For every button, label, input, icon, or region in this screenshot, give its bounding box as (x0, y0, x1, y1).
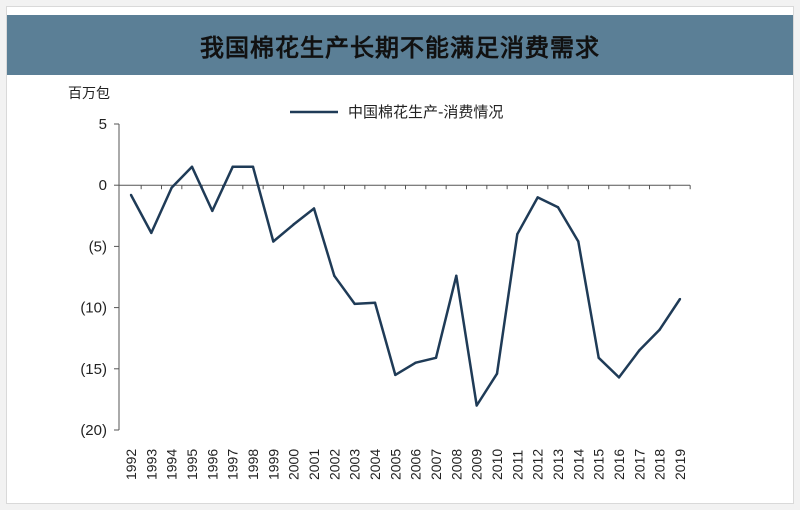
x-tick-label: 2008 (448, 449, 464, 480)
data-point (516, 232, 519, 236)
x-tick-label: 2017 (631, 449, 647, 480)
x-tick-label: 2005 (387, 449, 403, 480)
plot-area (129, 165, 682, 407)
x-tick-label: 2006 (408, 449, 424, 480)
data-point (455, 274, 458, 277)
x-tick-label: 2007 (428, 449, 444, 480)
data-point (333, 274, 336, 277)
data-point (617, 376, 621, 379)
x-tick-label: 1997 (225, 449, 241, 480)
data-point (312, 207, 316, 210)
y-tick-label: 5 (99, 116, 107, 133)
data-point (190, 165, 194, 169)
x-tick-label: 2010 (489, 449, 505, 480)
data-point (475, 404, 478, 407)
data-point (536, 196, 539, 199)
data-point (638, 349, 641, 352)
x-tick-label: 2002 (326, 449, 342, 480)
chart-title: 我国棉花生产长期不能满足消费需求 (200, 32, 600, 62)
data-point (414, 361, 417, 364)
x-tick-label: 2014 (570, 449, 586, 480)
x-tick-label: 2018 (652, 449, 668, 480)
title-bar: 我国棉花生产长期不能满足消费需求 (7, 15, 793, 75)
x-tick-label: 2001 (306, 449, 322, 480)
x-tick-label: 2004 (367, 449, 383, 480)
x-tick-label: 2012 (530, 449, 546, 480)
data-point (678, 297, 682, 301)
data-point (394, 373, 397, 377)
data-point (292, 223, 295, 226)
x-tick-label: 1994 (164, 449, 180, 480)
data-point (231, 165, 234, 169)
data-point (211, 209, 214, 213)
x-tick-label: 2003 (347, 449, 363, 480)
x-tick-label: 1999 (265, 449, 281, 480)
data-point (170, 186, 173, 189)
data-point (434, 356, 438, 359)
chart-frame: 我国棉花生产长期不能满足消费需求 (6, 6, 794, 504)
x-tick-label: 2000 (286, 449, 302, 480)
y-tick-label: (5) (89, 238, 107, 255)
data-point (597, 356, 600, 359)
legend: 中国棉花生产-消费情况 (290, 103, 503, 121)
data-point (150, 231, 153, 235)
x-tick-label: 2009 (469, 449, 485, 480)
x-tick-label: 1996 (204, 449, 220, 480)
data-point (129, 193, 133, 197)
x-tick-label: 2013 (550, 449, 566, 480)
x-tick-label: 1992 (123, 449, 139, 480)
x-tick-label: 2016 (611, 449, 627, 480)
y-tick-label: (20) (80, 422, 107, 439)
legend-label: 中国棉花生产-消费情况 (348, 103, 503, 121)
x-tick-label: 1995 (184, 449, 200, 480)
data-point (353, 302, 356, 306)
x-tick-label: 2015 (591, 449, 607, 480)
axes: 5 0 (5) (10) (15) (20) 1992 1993 1994 1995 1996 199… (80, 116, 691, 480)
y-axis-unit-label: 百万包 (68, 86, 110, 102)
x-tick-label: 1993 (143, 449, 159, 480)
data-point (251, 165, 255, 169)
x-tick-label: 2019 (672, 449, 688, 480)
x-tick-label: 2011 (509, 450, 525, 480)
data-point (495, 372, 499, 375)
y-tick-label: (15) (80, 361, 107, 378)
series-line (129, 165, 682, 407)
data-point (373, 301, 377, 304)
y-tick-label: (10) (80, 300, 107, 317)
x-tick-label: 1998 (245, 449, 261, 480)
data-point (577, 240, 580, 243)
y-tick-label: 0 (99, 177, 107, 194)
data-point (658, 328, 661, 331)
data-point (556, 206, 560, 209)
data-point (272, 240, 275, 243)
